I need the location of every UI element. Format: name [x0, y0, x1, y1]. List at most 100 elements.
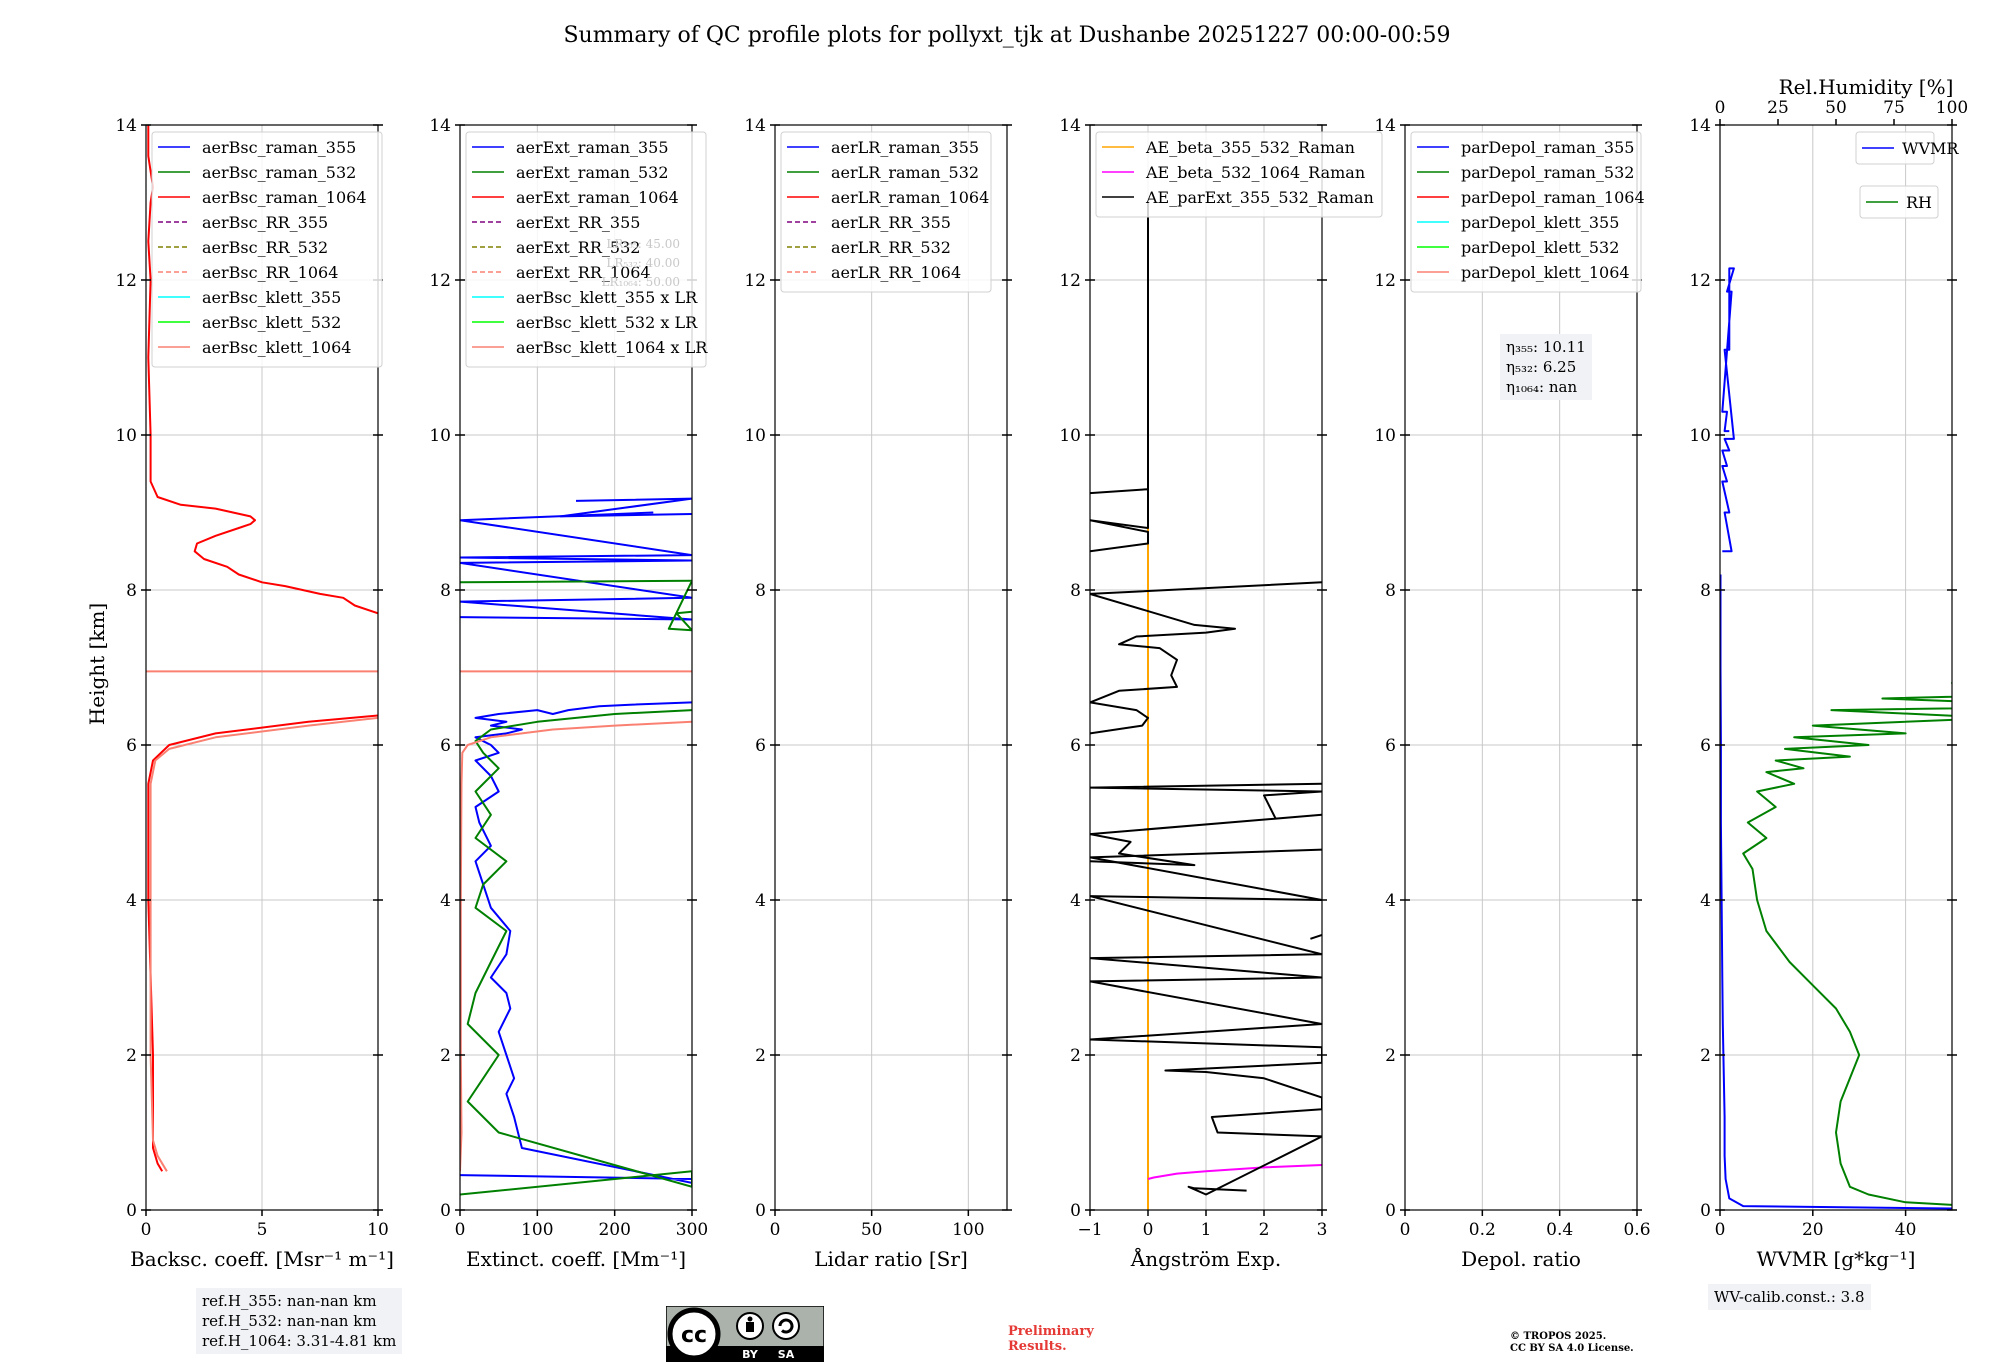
legend-label: aerBsc_raman_1064 — [202, 188, 367, 207]
y-tick-label: 0 — [755, 1201, 766, 1221]
x-tick-label: 0 — [1400, 1220, 1411, 1240]
y-tick-label: 14 — [744, 116, 766, 136]
series-group — [1721, 268, 2000, 1208]
y-tick-label: 2 — [440, 1046, 451, 1066]
y-tick-label: 12 — [115, 271, 137, 291]
wv-calibration-box: WV-calib.const.: 3.8 — [1708, 1284, 1871, 1310]
copyright-note: © TROPOS 2025. CC BY SA 4.0 License. — [1510, 1331, 1634, 1355]
y-tick-label: 4 — [1385, 891, 1396, 911]
y-tick-label: 12 — [1374, 271, 1396, 291]
x-tick-label: 100 — [952, 1220, 984, 1240]
y-tick-label: 2 — [755, 1046, 766, 1066]
legend-label: parDepol_raman_355 — [1461, 138, 1634, 157]
y-tick-label: 8 — [1070, 581, 1081, 601]
legend-label: aerLR_raman_532 — [831, 163, 979, 182]
series-line-aerBsc_klett_1064 x LR — [460, 722, 692, 1172]
y-tick-label: 14 — [1374, 116, 1396, 136]
y-tick-label: 14 — [429, 116, 451, 136]
y-tick-label: 6 — [1700, 736, 1711, 756]
series-line-aerExt_raman_355 — [460, 702, 692, 1183]
y-tick-label: 8 — [126, 581, 137, 601]
y-tick-label: 8 — [755, 581, 766, 601]
y-tick-label: 10 — [744, 426, 766, 446]
x2-tick-label: 50 — [1825, 98, 1847, 118]
y-tick-label: 2 — [126, 1046, 137, 1066]
eta-1064: η₁₀₆₄: nan — [1506, 377, 1586, 397]
y-tick-label: 10 — [1059, 426, 1081, 446]
x-tick-label: 0 — [1143, 1220, 1154, 1240]
series-line-AE_parExt_355_532_Raman — [1090, 489, 1148, 551]
legend-label: parDepol_klett_1064 — [1461, 263, 1630, 282]
legend-label: parDepol_raman_532 — [1461, 163, 1634, 182]
series-line-aerBsc_raman_1064 — [148, 716, 378, 1172]
legend-label: WVMR — [1902, 139, 1959, 158]
legend: AE_beta_355_532_RamanAE_beta_532_1064_Ra… — [1096, 132, 1382, 217]
x-tick-label: 200 — [598, 1220, 630, 1240]
reference-height-box: ref.H_355: nan-nan km ref.H_532: nan-nan… — [196, 1288, 402, 1354]
copyright-line-1: © TROPOS 2025. — [1510, 1331, 1634, 1343]
x-tick-label: 0.2 — [1469, 1220, 1496, 1240]
y-tick-label: 4 — [755, 891, 766, 911]
y-tick-label: 10 — [115, 426, 137, 446]
ref-height-532: ref.H_532: nan-nan km — [202, 1311, 396, 1331]
eta-355: η₃₅₅: 10.11 — [1506, 337, 1586, 357]
y-tick-label: 4 — [1700, 891, 1711, 911]
lidar-ratio-label: LR₅₃₂: 40.00 — [606, 256, 680, 270]
y-tick-label: 4 — [126, 891, 137, 911]
y-tick-label: 14 — [1689, 116, 1711, 136]
y-tick-label: 0 — [440, 1201, 451, 1221]
x-tick-label: 2 — [1259, 1220, 1270, 1240]
y-tick-label: 4 — [440, 891, 451, 911]
x-tick-label: 0.4 — [1546, 1220, 1573, 1240]
y-tick-label: 10 — [429, 426, 451, 446]
x-axis-label: Ångström Exp. — [1130, 1246, 1281, 1271]
series-group — [460, 499, 692, 1195]
y-tick-label: 6 — [1385, 736, 1396, 756]
legend-label: aerLR_raman_1064 — [831, 188, 989, 207]
x-tick-label: 3 — [1317, 1220, 1328, 1240]
y-tick-label: 2 — [1385, 1046, 1396, 1066]
y-tick-label: 0 — [1385, 1201, 1396, 1221]
legend-label: aerExt_raman_355 — [516, 138, 669, 157]
x-tick-label: 50 — [861, 1220, 883, 1240]
series-line-aerExt_raman_532 — [460, 581, 692, 631]
legend-label: aerBsc_raman_532 — [202, 163, 356, 182]
legend-label: aerBsc_raman_355 — [202, 138, 356, 157]
ref-height-355: ref.H_355: nan-nan km — [202, 1291, 396, 1311]
legend-label: aerBsc_klett_1064 — [202, 338, 351, 357]
y-tick-label: 12 — [1689, 271, 1711, 291]
legend-label: aerLR_RR_355 — [831, 213, 951, 232]
y-tick-label: 10 — [1689, 426, 1711, 446]
series-line-RH — [1743, 648, 2000, 1208]
x2-tick-label: 75 — [1883, 98, 1905, 118]
legend-label: RH — [1906, 193, 1932, 212]
x-axis-label: Lidar ratio [Sr] — [814, 1247, 968, 1271]
x-tick-label: 0.6 — [1623, 1220, 1650, 1240]
eta-box: η₃₅₅: 10.11 η₅₃₂: 6.25 η₁₀₆₄: nan — [1500, 334, 1592, 400]
x-axis-label: Extinct. coeff. [Mm⁻¹] — [466, 1247, 686, 1271]
y-tick-label: 8 — [1700, 581, 1711, 601]
x-tick-label: 10 — [367, 1220, 389, 1240]
x2-tick-label: 0 — [1715, 98, 1726, 118]
copyright-line-2: CC BY SA 4.0 License. — [1510, 1343, 1634, 1355]
sa-text: SA — [778, 1348, 795, 1361]
cc-text: cc — [681, 1323, 707, 1348]
x2-tick-label: 100 — [1936, 98, 1968, 118]
legend-label: AE_beta_355_532_Raman — [1145, 138, 1355, 157]
preliminary-line-2: Results. — [1008, 1339, 1094, 1354]
y-tick-label: 4 — [1070, 891, 1081, 911]
legend: aerLR_raman_355aerLR_raman_532aerLR_rama… — [781, 132, 991, 292]
legend-label: aerExt_RR_355 — [516, 213, 640, 232]
lidar-ratio-label: LR₃₅₅: 45.00 — [606, 237, 680, 251]
x-axis-label: Backsc. coeff. [Msr⁻¹ m⁻¹] — [130, 1247, 394, 1271]
x-tick-label: 300 — [676, 1220, 708, 1240]
legend: aerBsc_raman_355 aerBsc_raman_532 aerBsc_r… — [152, 132, 382, 367]
y-tick-label: 10 — [1374, 426, 1396, 446]
legend-label: aerBsc_klett_532 — [202, 313, 341, 332]
series-line-AE_parExt_355_532_Raman — [1310, 935, 1322, 939]
